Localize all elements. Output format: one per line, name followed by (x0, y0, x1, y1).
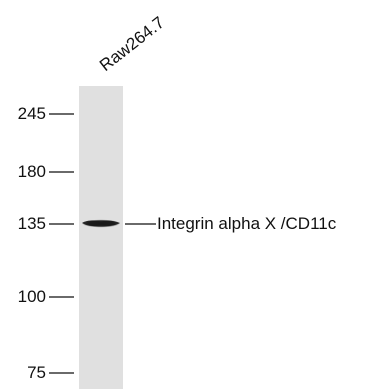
marker-label-180: 180 (17, 162, 46, 181)
protein-band (82, 219, 120, 228)
gel-lane (79, 86, 123, 389)
marker-label-100: 100 (17, 287, 46, 306)
marker-label-75: 75 (27, 363, 46, 382)
marker-label-135: 135 (17, 214, 46, 233)
band-label: Integrin alpha X /CD11c (157, 214, 337, 233)
marker-label-245: 245 (17, 104, 46, 123)
